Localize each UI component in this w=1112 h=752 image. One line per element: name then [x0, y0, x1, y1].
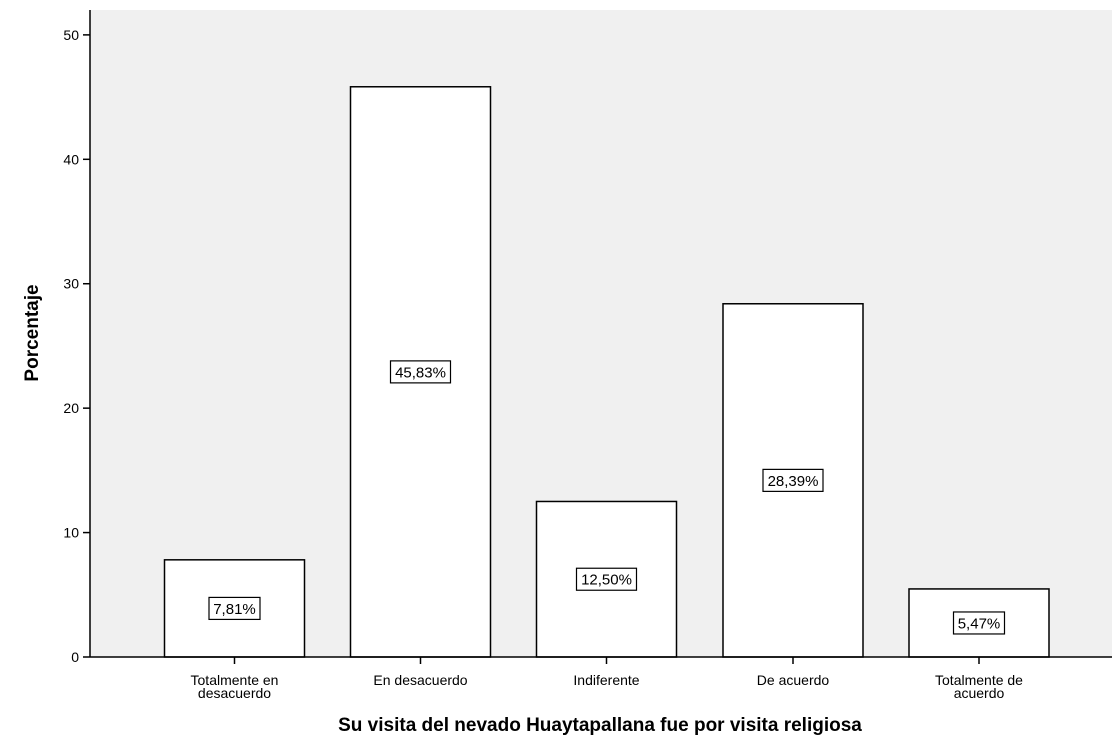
data-label: 7,81% [213, 601, 256, 618]
x-tick-label: Indiferente [573, 672, 639, 688]
data-label-box [762, 468, 824, 492]
data-label: 28,39% [768, 473, 819, 490]
x-tick-label-line: desacuerdo [198, 685, 271, 701]
x-tick-label-line: Totalmente en [191, 672, 279, 688]
y-tick-label: 50 [63, 27, 79, 43]
data-label: 5,47% [958, 615, 1001, 632]
data-label: 45,83% [395, 364, 446, 381]
y-tick-label: 20 [63, 400, 79, 416]
x-tick-label-line: En desacuerdo [373, 672, 467, 688]
x-tick-label-line: Totalmente de [935, 672, 1023, 688]
y-tick-label: 40 [63, 151, 79, 167]
x-tick-label: De acuerdo [757, 672, 830, 688]
x-axis: Totalmente en desacuerdo En desacuerdo Indi… [90, 656, 1112, 701]
bars: 7,81% 45,83% 12,50% 28,39% 5,47% [163, 86, 1050, 658]
data-label-box [952, 611, 1006, 635]
x-axis-title: Su visita del nevado Huaytapallana fue p… [338, 715, 862, 736]
x-tick-label-line: acuerdo [954, 685, 1005, 701]
x-tick-label-line: Indiferente [573, 672, 639, 688]
data-label-box [208, 596, 261, 621]
data-label: 12,50% [581, 572, 632, 589]
data-label-box [389, 360, 452, 384]
y-tick-label: 10 [63, 525, 79, 541]
x-tick-label: En desacuerdo [373, 672, 467, 688]
x-tick-label: Totalmente en desacuerdo [191, 672, 279, 701]
x-tick-label-line: De acuerdo [757, 672, 830, 688]
x-tick-label: Totalmente de acuerdo [935, 672, 1023, 701]
y-tick-label: 30 [63, 276, 79, 292]
y-axis: 0 10 20 30 40 50 [63, 10, 91, 665]
y-tick-label: 0 [71, 649, 79, 665]
data-label-box [575, 567, 638, 591]
y-axis-title: Porcentaje [22, 284, 43, 381]
